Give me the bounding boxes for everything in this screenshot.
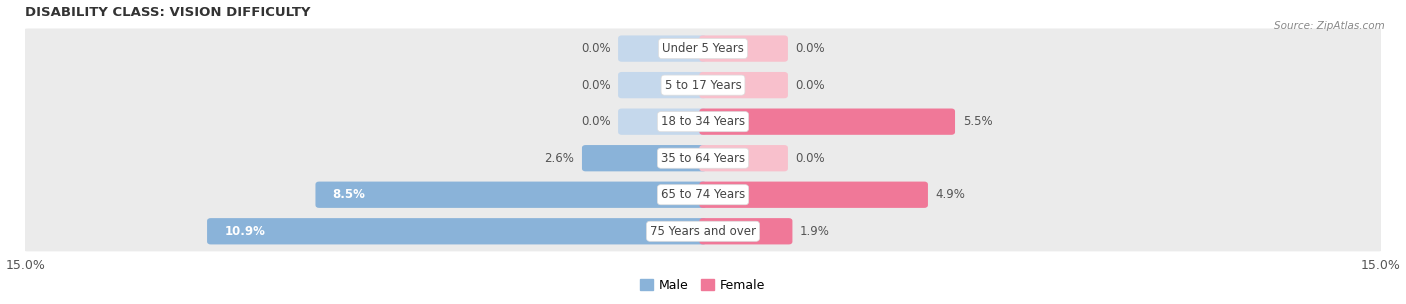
Text: 75 Years and over: 75 Years and over: [650, 225, 756, 238]
FancyBboxPatch shape: [21, 174, 1385, 215]
FancyBboxPatch shape: [619, 72, 707, 98]
Text: 8.5%: 8.5%: [333, 188, 366, 201]
Text: 0.0%: 0.0%: [796, 152, 825, 165]
FancyBboxPatch shape: [699, 218, 793, 244]
Text: 0.0%: 0.0%: [796, 79, 825, 92]
Text: 0.0%: 0.0%: [581, 79, 610, 92]
FancyBboxPatch shape: [315, 181, 707, 208]
Text: Source: ZipAtlas.com: Source: ZipAtlas.com: [1274, 21, 1385, 31]
FancyBboxPatch shape: [699, 36, 787, 62]
FancyBboxPatch shape: [619, 109, 707, 135]
Legend: Male, Female: Male, Female: [636, 274, 770, 297]
FancyBboxPatch shape: [699, 72, 787, 98]
Text: Under 5 Years: Under 5 Years: [662, 42, 744, 55]
Text: 0.0%: 0.0%: [581, 42, 610, 55]
Text: 0.0%: 0.0%: [581, 115, 610, 128]
Text: 35 to 64 Years: 35 to 64 Years: [661, 152, 745, 165]
Text: 5 to 17 Years: 5 to 17 Years: [665, 79, 741, 92]
FancyBboxPatch shape: [21, 29, 1385, 69]
FancyBboxPatch shape: [21, 138, 1385, 178]
FancyBboxPatch shape: [21, 65, 1385, 105]
Text: DISABILITY CLASS: VISION DIFFICULTY: DISABILITY CLASS: VISION DIFFICULTY: [25, 5, 311, 19]
FancyBboxPatch shape: [207, 218, 707, 244]
Text: 5.5%: 5.5%: [963, 115, 993, 128]
Text: 10.9%: 10.9%: [224, 225, 266, 238]
FancyBboxPatch shape: [699, 145, 787, 171]
FancyBboxPatch shape: [21, 102, 1385, 142]
Text: 18 to 34 Years: 18 to 34 Years: [661, 115, 745, 128]
FancyBboxPatch shape: [619, 36, 707, 62]
Text: 65 to 74 Years: 65 to 74 Years: [661, 188, 745, 201]
FancyBboxPatch shape: [699, 181, 928, 208]
FancyBboxPatch shape: [699, 109, 955, 135]
Text: 2.6%: 2.6%: [544, 152, 574, 165]
FancyBboxPatch shape: [21, 211, 1385, 251]
FancyBboxPatch shape: [582, 145, 707, 171]
Text: 0.0%: 0.0%: [796, 42, 825, 55]
Text: 4.9%: 4.9%: [935, 188, 966, 201]
Text: 1.9%: 1.9%: [800, 225, 830, 238]
